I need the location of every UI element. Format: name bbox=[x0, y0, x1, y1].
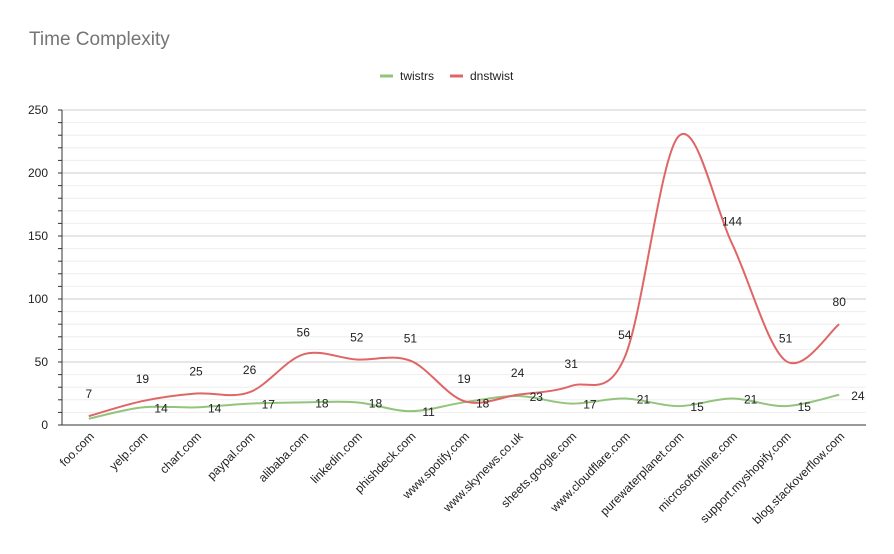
axis-layer: 0 50 100 150 200 250 foo.com yelp.com chart.com p… bbox=[28, 103, 866, 527]
data-label-dnstwist: 51 bbox=[404, 332, 418, 346]
data-point-dnstwist bbox=[194, 392, 198, 396]
data-point-dnstwist bbox=[301, 352, 305, 356]
data-label-dnstwist: 144 bbox=[722, 215, 742, 229]
data-label-dnstwist: 19 bbox=[457, 372, 471, 386]
data-point-dnstwist bbox=[623, 355, 627, 359]
x-tick-label: paypal.com bbox=[204, 429, 257, 482]
data-label-dnstwist: 24 bbox=[511, 366, 525, 380]
series-line-twistrs bbox=[88, 393, 840, 420]
y-tick-label: 200 bbox=[28, 166, 48, 180]
data-label-twistrs: 15 bbox=[798, 400, 812, 414]
label-layer: 14 14 17 18 18 11 18 23 17 21 15 21 15 24 7 19 25 26 56 52 5… bbox=[85, 215, 864, 420]
data-point-twistrs bbox=[408, 409, 412, 413]
data-point-dnstwist bbox=[784, 359, 788, 363]
data-label-dnstwist: 7 bbox=[85, 387, 92, 401]
data-label-twistrs: 21 bbox=[637, 393, 651, 407]
data-point-twistrs bbox=[140, 405, 144, 409]
data-label-twistrs: 18 bbox=[315, 396, 329, 410]
data-label-dnstwist: 19 bbox=[136, 372, 150, 386]
x-tick-label: blog.stackoverflow.com bbox=[750, 429, 848, 527]
data-point-dnstwist bbox=[676, 134, 680, 138]
data-label-dnstwist: 52 bbox=[350, 330, 364, 344]
data-label-twistrs: 24 bbox=[851, 389, 865, 403]
x-tick-label: chart.com bbox=[157, 429, 204, 476]
data-point-dnstwist bbox=[730, 242, 734, 246]
data-point-twistrs bbox=[784, 404, 788, 408]
legend: twistrs dnstwist bbox=[380, 69, 514, 83]
series-layer bbox=[87, 132, 841, 420]
data-point-dnstwist bbox=[408, 359, 412, 363]
data-point-dnstwist bbox=[140, 399, 144, 403]
data-label-twistrs: 15 bbox=[690, 400, 704, 414]
data-point-dnstwist bbox=[569, 384, 573, 388]
x-tick-label: alibaba.com bbox=[256, 429, 312, 485]
data-label-dnstwist: 54 bbox=[618, 328, 632, 342]
y-tick-label: 50 bbox=[35, 355, 49, 369]
y-tick-label: 150 bbox=[28, 229, 48, 243]
data-label-twistrs: 17 bbox=[262, 398, 276, 412]
data-point-twistrs bbox=[355, 400, 359, 404]
x-tick-label: support.myshopify.com bbox=[697, 429, 794, 526]
data-point-dnstwist bbox=[837, 322, 841, 326]
data-label-dnstwist: 26 bbox=[243, 363, 257, 377]
data-point-twistrs bbox=[569, 402, 573, 406]
y-tick-label: 100 bbox=[28, 292, 48, 306]
data-point-twistrs bbox=[730, 397, 734, 401]
chart-title: Time Complexity bbox=[29, 29, 170, 50]
data-point-dnstwist bbox=[462, 399, 466, 403]
data-point-dnstwist bbox=[355, 357, 359, 361]
data-point-twistrs bbox=[676, 404, 680, 408]
data-point-twistrs bbox=[837, 393, 841, 397]
x-tick-label: linkedin.com bbox=[308, 429, 365, 486]
data-label-twistrs: 21 bbox=[744, 393, 758, 407]
x-tick-label: yelp.com bbox=[107, 429, 151, 473]
data-point-twistrs bbox=[248, 402, 252, 406]
data-label-twistrs: 17 bbox=[583, 398, 597, 412]
data-label-twistrs: 14 bbox=[154, 401, 168, 415]
data-label-twistrs: 23 bbox=[530, 390, 544, 404]
data-label-twistrs: 11 bbox=[422, 405, 435, 419]
data-label-dnstwist: 80 bbox=[833, 295, 847, 309]
data-point-dnstwist bbox=[87, 414, 91, 418]
data-label-dnstwist: 56 bbox=[297, 325, 311, 339]
data-label-twistrs: 14 bbox=[208, 401, 222, 415]
data-label-dnstwist: 31 bbox=[565, 357, 579, 371]
y-tick-label: 250 bbox=[28, 103, 48, 117]
data-point-dnstwist bbox=[248, 390, 252, 394]
grid-layer bbox=[62, 109, 866, 426]
legend-label-twistrs: twistrs bbox=[400, 69, 434, 83]
data-label-twistrs: 18 bbox=[369, 396, 383, 410]
data-point-twistrs bbox=[623, 397, 627, 401]
legend-label-dnstwist: dnstwist bbox=[470, 69, 514, 83]
y-tick-label: 0 bbox=[41, 418, 48, 432]
data-label-dnstwist: 51 bbox=[779, 332, 793, 346]
x-tick-label: foo.com bbox=[57, 429, 97, 469]
data-label-twistrs: 18 bbox=[476, 396, 490, 410]
data-point-dnstwist bbox=[516, 393, 520, 397]
data-point-twistrs bbox=[301, 400, 305, 404]
series-line-dnstwist bbox=[88, 132, 840, 418]
data-label-dnstwist: 25 bbox=[189, 365, 203, 379]
data-point-twistrs bbox=[194, 405, 198, 409]
